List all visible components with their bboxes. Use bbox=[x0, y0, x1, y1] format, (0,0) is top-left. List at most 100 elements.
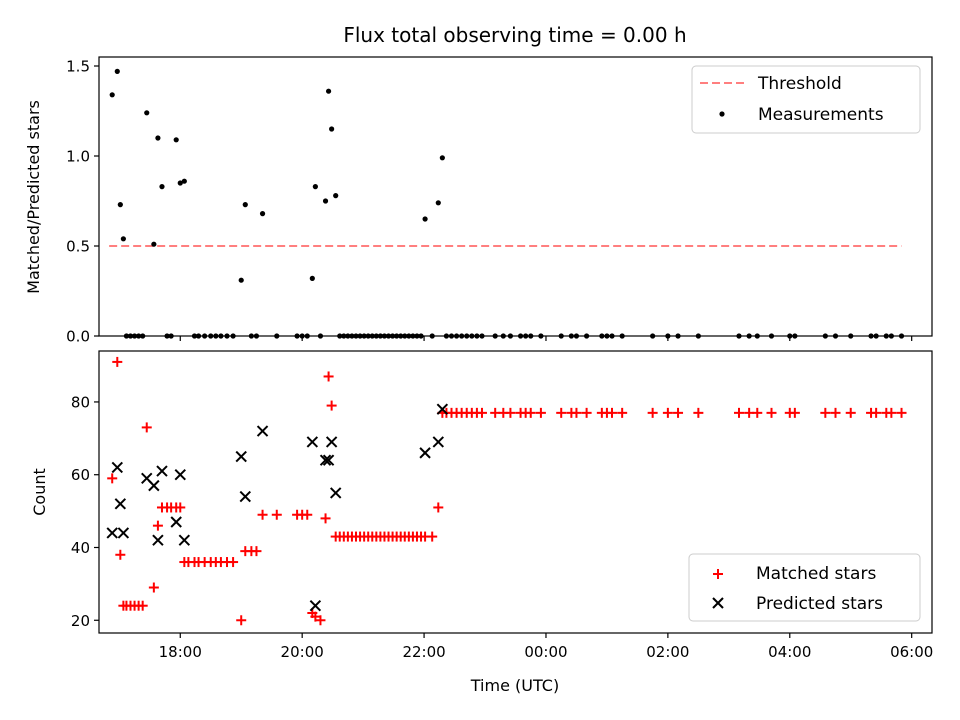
matched-star-point bbox=[662, 407, 673, 418]
bottom-axes-ticks: 20 40 60 80 18:00 20:00 22:00 00:00 02:00 04:00 06… bbox=[71, 393, 933, 661]
x-tick-label: 20:00 bbox=[281, 643, 324, 661]
measurement-point bbox=[312, 184, 318, 190]
bottom-legend: Matched stars Predicted stars bbox=[688, 553, 921, 622]
measurement-point bbox=[120, 236, 126, 242]
top-axes-frame bbox=[98, 56, 933, 337]
legend-predicted-label: Predicted stars bbox=[756, 594, 883, 614]
measurement-point bbox=[322, 198, 329, 204]
predicted-star-point bbox=[256, 425, 269, 437]
matched-star-point bbox=[581, 407, 592, 418]
matched-star-point bbox=[115, 549, 126, 560]
bottom-y-tick-label: 80 bbox=[71, 393, 90, 411]
top-legend: Threshold Measurements bbox=[691, 65, 921, 134]
matched-star-point bbox=[886, 407, 897, 418]
measurement-point bbox=[151, 241, 157, 247]
measurement-point bbox=[114, 68, 120, 74]
legend-predicted-swatch bbox=[712, 597, 724, 609]
predicted-star-point bbox=[432, 436, 445, 448]
x-tick-label: 18:00 bbox=[159, 643, 202, 661]
measurement-point bbox=[259, 211, 266, 217]
matched-star-point bbox=[323, 371, 334, 382]
measurement-point bbox=[439, 155, 445, 161]
matched-star-point bbox=[320, 513, 331, 524]
predicted-star-point bbox=[174, 469, 186, 481]
matched-star-point bbox=[251, 546, 262, 557]
matched-star-point bbox=[112, 356, 123, 367]
matched-star-point bbox=[137, 600, 148, 611]
bottom-panel: 20 40 60 80 18:00 20:00 22:00 00:00 02:00 04:00 06… bbox=[30, 350, 933, 695]
measurement-point bbox=[155, 135, 161, 141]
matched-star-point bbox=[525, 407, 536, 418]
matched-star-point bbox=[820, 407, 831, 418]
predicted-star-point bbox=[329, 487, 342, 499]
predicted-star-point bbox=[436, 403, 449, 415]
measurement-point bbox=[238, 277, 244, 283]
matched-star-point bbox=[733, 407, 744, 418]
top-y-tick-label: 1.5 bbox=[66, 58, 90, 76]
bottom-axes-frame bbox=[98, 350, 933, 634]
matched-star-point bbox=[845, 407, 856, 418]
predicted-star-point bbox=[239, 490, 251, 503]
bottom-legend-box bbox=[688, 553, 921, 622]
matched-star-point bbox=[789, 407, 800, 418]
matched-star-point bbox=[607, 407, 618, 418]
predicted-star-point bbox=[325, 436, 338, 448]
measurement-point bbox=[173, 137, 179, 143]
measurement-point bbox=[435, 200, 441, 206]
matched-star-point bbox=[830, 407, 841, 418]
predicted-star-point bbox=[111, 461, 123, 474]
predicted-star-point bbox=[106, 527, 118, 539]
legend-measurement-swatch bbox=[719, 111, 725, 117]
bottom-y-tick-label: 60 bbox=[71, 466, 90, 484]
matched-star-point bbox=[302, 509, 313, 520]
measurement-point bbox=[333, 193, 339, 199]
measurement-point bbox=[422, 216, 428, 222]
measurement-point bbox=[329, 126, 335, 132]
matched-star-point bbox=[315, 615, 326, 626]
matched-star-point bbox=[228, 557, 239, 568]
bottom-plot-marks bbox=[106, 356, 907, 626]
matched-star-point bbox=[326, 400, 337, 411]
predicted-star-point bbox=[419, 447, 431, 459]
matched-star-point bbox=[535, 407, 546, 418]
top-y-axis: 0.0 0.5 1.0 1.5 bbox=[66, 58, 913, 346]
legend-matched-label: Matched stars bbox=[756, 564, 876, 584]
measurement-point bbox=[159, 184, 165, 190]
x-axis-label: Time (UTC) bbox=[470, 676, 559, 695]
matched-star-point bbox=[257, 509, 268, 520]
matched-star-point bbox=[766, 407, 777, 418]
legend-threshold-label: Threshold bbox=[757, 74, 842, 94]
matched-star-point bbox=[152, 520, 163, 531]
predicted-star-point bbox=[156, 465, 168, 477]
x-tick-label: 06:00 bbox=[890, 643, 933, 661]
matched-star-point bbox=[571, 407, 582, 418]
matched-star-point bbox=[556, 407, 567, 418]
matched-star-point bbox=[752, 407, 763, 418]
predicted-star-point bbox=[170, 516, 182, 528]
predicted-star-point bbox=[114, 498, 127, 510]
top-y-tick-label: 0.5 bbox=[66, 238, 90, 256]
matched-star-point bbox=[896, 407, 907, 418]
matched-star-point bbox=[476, 407, 487, 418]
matched-star-point bbox=[617, 407, 628, 418]
bottom-y-tick-label: 20 bbox=[71, 612, 90, 630]
matched-star-point bbox=[433, 502, 444, 513]
matched-star-point bbox=[647, 407, 658, 418]
matched-star-point bbox=[175, 502, 186, 513]
measurement-point bbox=[242, 202, 248, 208]
top-panel: 0.0 0.5 1.0 1.5 Matched/Predicted stars Thr… bbox=[24, 56, 933, 346]
predicted-star-point bbox=[306, 436, 319, 448]
measurement-point bbox=[309, 275, 315, 281]
measurement-point bbox=[181, 178, 187, 184]
predicted-star-point bbox=[235, 450, 247, 463]
matched-star-point bbox=[148, 582, 159, 593]
predicted-star-point bbox=[178, 534, 191, 546]
bottom-y-axis-label: Count bbox=[30, 468, 49, 516]
matched-star-point bbox=[505, 407, 516, 418]
matched-star-point bbox=[871, 407, 882, 418]
top-legend-box bbox=[691, 65, 921, 134]
predicted-star-point bbox=[148, 479, 160, 492]
measurement-point bbox=[177, 180, 183, 186]
legend-measurement-label: Measurements bbox=[758, 105, 884, 125]
